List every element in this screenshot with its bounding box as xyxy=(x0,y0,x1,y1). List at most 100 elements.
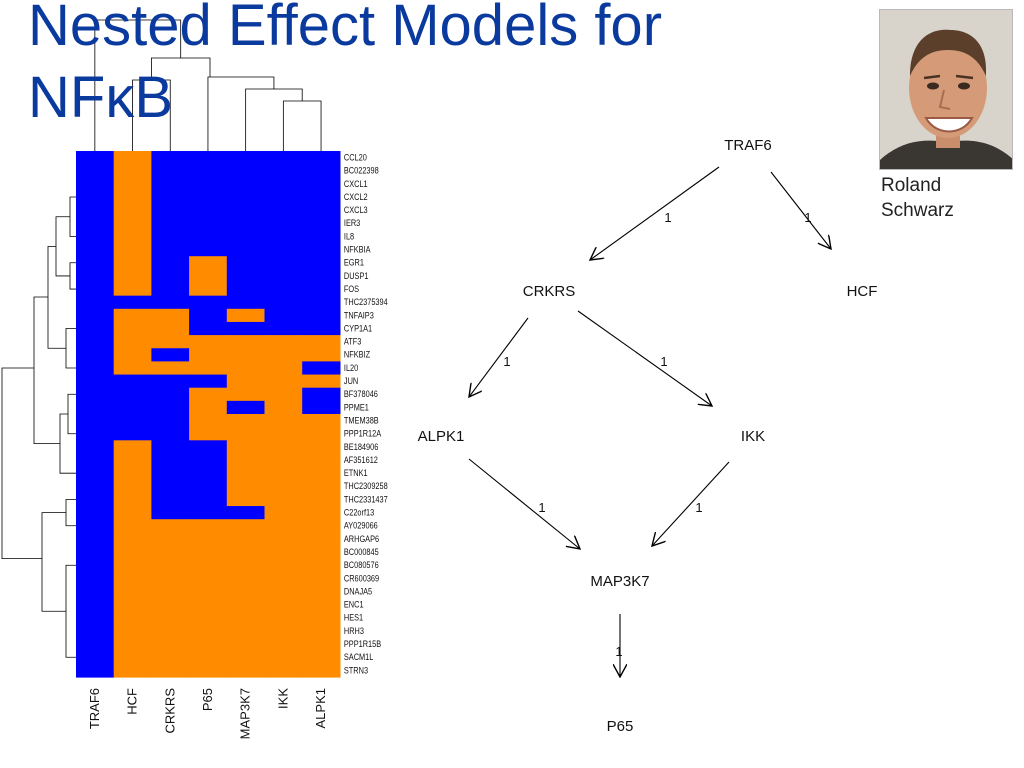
heatmap-cell xyxy=(113,374,152,389)
left-dendrogram-link xyxy=(69,262,76,290)
heatmap-cell xyxy=(302,374,341,389)
heatmap-cell xyxy=(113,598,152,612)
heatmap-row-label: C22orf13 xyxy=(344,508,375,518)
heatmap-cell xyxy=(226,295,266,310)
heatmap-cell xyxy=(189,453,228,468)
heatmap-cell xyxy=(113,479,152,494)
heatmap-cell xyxy=(113,532,152,547)
heatmap-cell xyxy=(113,164,152,178)
heatmap-row-label: IER3 xyxy=(344,219,361,229)
heatmap-cell xyxy=(113,400,152,415)
heatmap-row-label: TMEM38B xyxy=(344,416,379,426)
heatmap-row-label: TNFAIP3 xyxy=(344,311,374,321)
heatmap-cell xyxy=(113,519,152,533)
heatmap-cell xyxy=(264,611,303,625)
heatmap-cell xyxy=(226,650,266,665)
heatmap-cell xyxy=(189,545,228,560)
node-alpk1: ALPK1 xyxy=(418,428,465,445)
heatmap-cell xyxy=(264,190,303,205)
heatmap-cell xyxy=(113,506,152,520)
heatmap-row-label: BC022398 xyxy=(344,166,379,176)
heatmap-cell xyxy=(76,598,115,612)
heatmap-cell xyxy=(226,387,266,402)
heatmap-row-label: BC080576 xyxy=(344,560,379,570)
heatmap-cell xyxy=(226,282,266,297)
heatmap-column-label: P65 xyxy=(200,688,215,711)
heatmap-cell xyxy=(76,532,115,547)
heatmap-cell xyxy=(189,164,228,178)
heatmap-cell xyxy=(76,190,115,205)
heatmap-row-label: BF378046 xyxy=(344,390,378,400)
heatmap-cell xyxy=(151,308,190,323)
heatmap-cell xyxy=(151,571,190,586)
heatmap-cell xyxy=(264,506,303,520)
heatmap-cell xyxy=(151,256,190,270)
heatmap-cell xyxy=(226,663,266,678)
heatmap-cell xyxy=(302,492,341,507)
heatmap-cell xyxy=(189,571,228,586)
heatmap-cell xyxy=(113,611,152,625)
heatmap-cell xyxy=(151,177,190,192)
heatmap-cell xyxy=(76,400,115,415)
heatmap-cell xyxy=(264,256,303,270)
heatmap-row-label: BE184906 xyxy=(344,442,379,452)
heatmap-cell xyxy=(226,335,266,349)
node-ikk: IKK xyxy=(741,428,765,445)
edge-label: 1 xyxy=(615,644,622,659)
person-caption: Roland Schwarz xyxy=(881,173,954,223)
heatmap-cell xyxy=(76,506,115,520)
heatmap-cell xyxy=(302,532,341,547)
heatmap-cell xyxy=(189,335,228,349)
heatmap-cell xyxy=(151,282,190,297)
heatmap-cell xyxy=(189,387,228,402)
heatmap-cell xyxy=(113,335,152,349)
node-map3k7: MAP3K7 xyxy=(590,573,649,590)
heatmap-cell xyxy=(113,492,152,507)
heatmap-cell xyxy=(189,427,228,441)
heatmap-column-label: TRAF6 xyxy=(87,688,102,729)
heatmap-cell xyxy=(76,256,115,270)
heatmap-cell xyxy=(151,558,190,573)
heatmap-row-label: DUSP1 xyxy=(344,271,369,281)
heatmap-cell xyxy=(302,308,341,323)
heatmap-cell xyxy=(189,243,228,257)
heatmap-cell xyxy=(151,479,190,494)
heatmap-cell xyxy=(302,190,341,205)
heatmap-cell xyxy=(302,216,341,231)
heatmap-cell xyxy=(226,611,266,625)
heatmap-cell xyxy=(189,532,228,547)
heatmap-row-label: JUN xyxy=(344,376,358,386)
heatmap-cell xyxy=(264,361,303,376)
heatmap-row-label: PPME1 xyxy=(344,403,369,413)
heatmap-cell xyxy=(189,216,228,231)
heatmap-row-label: CYP1A1 xyxy=(344,324,373,334)
heatmap-column-label: CRKRS xyxy=(162,688,177,734)
slide-title-line-1: Nested Effect Models for xyxy=(28,0,663,58)
heatmap-cell xyxy=(76,466,115,481)
left-dendrogram-link xyxy=(41,512,66,612)
heatmap-cell xyxy=(76,374,115,389)
heatmap-cell xyxy=(226,374,266,389)
heatmap-cell xyxy=(76,164,115,178)
heatmap-cell xyxy=(189,414,228,428)
heatmap-row-label: STRN3 xyxy=(344,666,369,676)
heatmap-cell xyxy=(302,571,341,586)
heatmap-cell xyxy=(76,282,115,297)
edge-alpk1-map3k7 xyxy=(468,458,580,549)
edge-label: 1 xyxy=(660,354,667,369)
heatmap-row-label: HES1 xyxy=(344,613,364,623)
heatmap-cell xyxy=(264,663,303,678)
heatmap-cell xyxy=(302,387,341,402)
heatmap-cell xyxy=(226,479,266,494)
heatmap-cell xyxy=(302,466,341,481)
heatmap-cell xyxy=(189,348,228,362)
heatmap-cell xyxy=(189,321,228,336)
heatmap-cell xyxy=(189,256,228,270)
heatmap-cell xyxy=(189,269,228,284)
heatmap-cell xyxy=(226,400,266,415)
heatmap-cell xyxy=(113,466,152,481)
heatmap-cell xyxy=(264,348,303,362)
heatmap-cell xyxy=(151,348,190,362)
heatmap-cell xyxy=(264,492,303,507)
heatmap-cell xyxy=(76,216,115,231)
